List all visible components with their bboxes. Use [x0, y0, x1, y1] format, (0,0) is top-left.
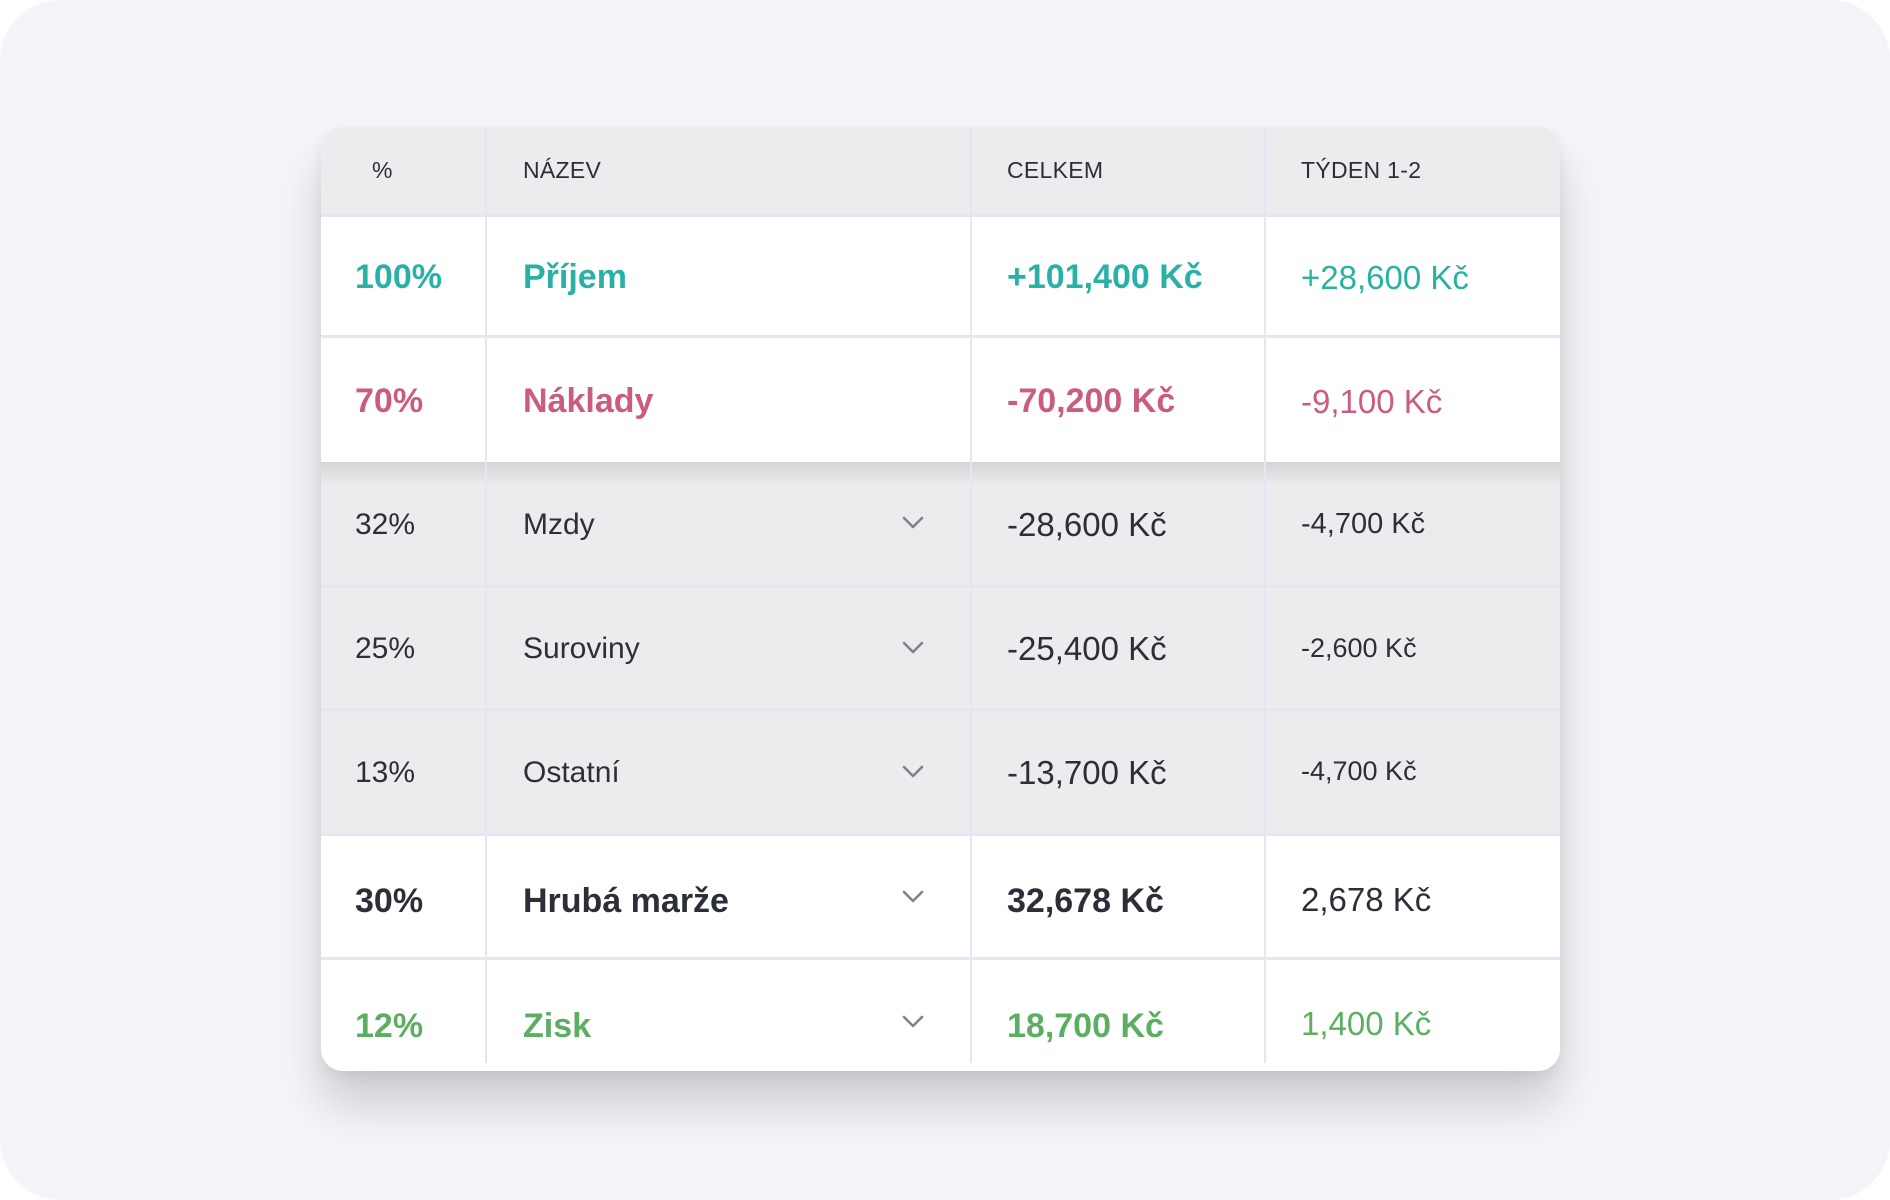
income-total: +101,400 Kč [1007, 258, 1203, 296]
profit-name: Zisk [523, 1007, 592, 1045]
wages-total: -28,600 Kč [1007, 506, 1167, 543]
row-bg-summary [321, 216, 1560, 462]
chevron-down-icon[interactable] [902, 516, 924, 530]
income-percent: 100% [355, 258, 442, 296]
row-divider [321, 957, 1560, 960]
profit-week: 1,400 Kč [1301, 1005, 1432, 1042]
row-bg-costs [321, 462, 1560, 836]
materials-total: -25,400 Kč [1007, 630, 1167, 667]
row-divider [321, 335, 1560, 338]
materials-percent: 25% [355, 632, 416, 665]
row-divider-shadow [321, 462, 1560, 486]
wages-name: Mzdy [523, 508, 595, 541]
gross-margin-percent: 30% [355, 882, 424, 920]
gross-margin-name: Hrubá marže [523, 882, 729, 920]
gross-margin-week: 2,678 Kč [1301, 881, 1432, 918]
row-bg-results [321, 836, 1560, 1071]
chevron-down-icon[interactable] [902, 765, 924, 779]
wages-percent: 32% [355, 508, 416, 541]
header-percent: % [372, 157, 393, 183]
costs-name: Náklady [523, 382, 654, 420]
pnl-table: % NÁZEV CELKEM TÝDEN 1-2 100% Příjem +10… [321, 127, 1560, 1071]
header-week: TÝDEN 1-2 [1301, 157, 1422, 183]
other-percent: 13% [355, 756, 416, 789]
wages-week: -4,700 Kč [1301, 508, 1426, 540]
profit-total: 18,700 Kč [1007, 1007, 1164, 1045]
costs-total: -70,200 Kč [1007, 382, 1176, 420]
chevron-down-icon[interactable] [902, 890, 924, 904]
materials-name: Suroviny [523, 632, 640, 665]
column-divider [970, 127, 972, 1063]
profit-percent: 12% [355, 1007, 424, 1045]
column-divider [1264, 127, 1266, 1063]
chevron-down-icon[interactable] [902, 1015, 924, 1029]
income-week: +28,600 Kč [1301, 259, 1469, 296]
gross-margin-total: 32,678 Kč [1007, 882, 1164, 920]
header-name: NÁZEV [523, 157, 602, 183]
row-divider [321, 585, 1560, 588]
costs-percent: 70% [355, 382, 424, 420]
costs-week: -9,100 Kč [1301, 383, 1443, 420]
income-name: Příjem [523, 258, 627, 296]
chevron-down-icon[interactable] [902, 641, 924, 655]
table-header [321, 127, 1560, 216]
other-week: -4,700 Kč [1301, 756, 1417, 786]
other-name: Ostatní [523, 756, 620, 789]
column-divider [485, 127, 487, 1063]
row-divider [321, 708, 1560, 711]
header-total: CELKEM [1007, 157, 1104, 183]
other-total: -13,700 Kč [1007, 754, 1167, 791]
row-divider [321, 214, 1560, 217]
materials-week: -2,600 Kč [1301, 633, 1417, 663]
row-divider [321, 833, 1560, 836]
